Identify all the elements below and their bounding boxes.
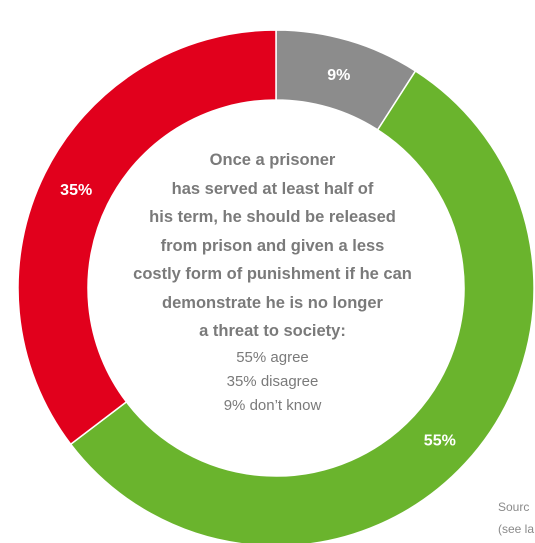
center-title: Once a prisoner has served at least half… [133, 151, 412, 340]
slice-agree [69, 69, 535, 543]
slice-label-don-t-know: 9% [327, 67, 350, 84]
stat-agree: 55% agree [236, 348, 309, 366]
stat-dont-know: 9% don’t know [223, 396, 322, 414]
donut-slices [17, 29, 535, 543]
slice-labels: 9% 55% 35% [60, 67, 456, 449]
slice-label-agree: 55% [424, 432, 456, 449]
slice-disagree [17, 29, 277, 446]
center-annotation: Once a prisoner has served at least half… [115, 146, 430, 418]
source-line-1: Sourc [498, 500, 530, 514]
stat-disagree: 35% disagree [226, 372, 319, 390]
source-note: Sourc (see la [498, 496, 535, 540]
source-line-2: (see la [498, 522, 535, 536]
slice-label-disagree: 35% [60, 182, 92, 199]
